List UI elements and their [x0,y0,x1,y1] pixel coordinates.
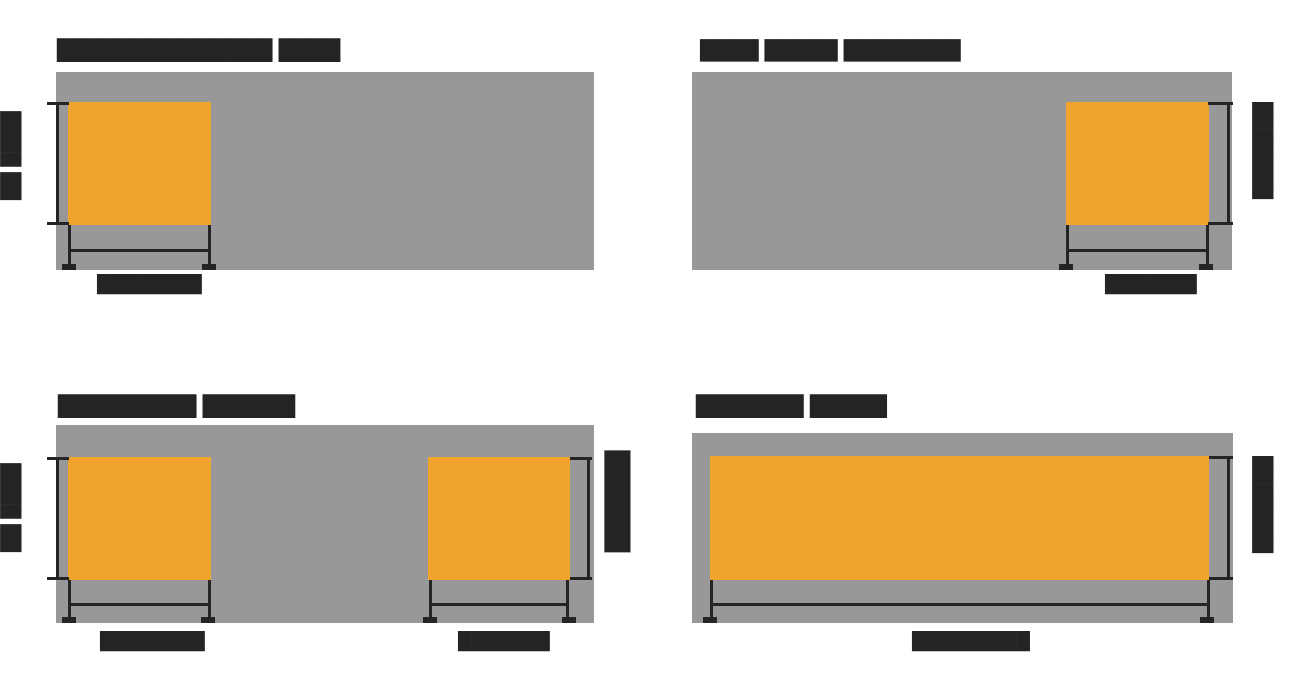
dimension-foot-right [1199,264,1213,270]
width-extension-line-right [1207,580,1210,623]
height-label-left: ██ ████ [1,463,22,552]
width-extension-line-right [1206,225,1209,270]
dimension-foot-right [201,617,215,623]
width-dimension-line [68,249,211,252]
height-label: ██ ████ [1,111,22,200]
dimension-foot-left [423,617,437,623]
panel-title: ████ █████ ████████ [700,40,961,62]
shade-rect-full [710,456,1209,580]
dimension-foot-left [62,617,76,623]
width-extension-line-right [208,580,211,623]
dimension-tick-bottom [47,222,69,225]
shade-rect-left [68,457,211,580]
dimension-foot-right [202,264,216,270]
dimension-tick-top [1208,102,1233,105]
dimension-tick-bottom [1209,577,1233,580]
height-dimension-line [1227,456,1230,580]
shade-rect-right [428,457,570,580]
height-label-right: ██████ [606,450,631,552]
width-dimension-line [429,603,569,606]
width-extension-line-right [566,580,569,623]
dimension-foot-right [562,617,576,623]
width-label: █████████ [912,632,1030,652]
width-extension-line-left [429,580,432,623]
shade-rect-right [1066,102,1209,225]
dimension-foot-left [703,617,717,623]
width-dimension-line [710,603,1210,606]
panel-title: ██████████████ ████ [57,38,341,62]
width-extension-line-right [208,225,211,270]
width-extension-line-left [68,225,71,270]
dimension-tick-top [570,457,592,460]
height-label: ███████ [1253,456,1274,553]
width-label-left: ████████ [100,632,205,652]
dimension-foot-left [62,264,76,270]
height-dimension-line-left [56,457,59,580]
height-dimension-line [56,102,59,225]
dimension-foot-left [1059,264,1073,270]
dimension-tick-top [47,102,69,105]
dimension-tick-bottom [1208,222,1233,225]
width-label: ████████ [97,275,202,295]
width-extension-line-left [1066,225,1069,270]
width-label: ███████ [1105,275,1197,295]
dimension-tick-bottom [570,577,592,580]
height-dimension-line-right [587,457,590,580]
dimension-tick-top [1209,456,1233,459]
width-extension-line-left [68,580,71,623]
height-label: ███████ [1253,102,1274,199]
width-dimension-line [68,603,211,606]
dimension-tick-top [47,457,69,460]
dimension-tick-bottom [47,577,69,580]
width-dimension-line [1066,249,1209,252]
width-label-right: ███████ [458,632,550,652]
shade-rect-left [68,102,211,225]
panel-title: ███████ █████ [696,394,887,418]
panel-title: █████████ ██████ [58,394,296,418]
height-dimension-line [1227,102,1230,225]
dimension-foot-right [1200,617,1214,623]
width-extension-line-left [710,580,713,623]
